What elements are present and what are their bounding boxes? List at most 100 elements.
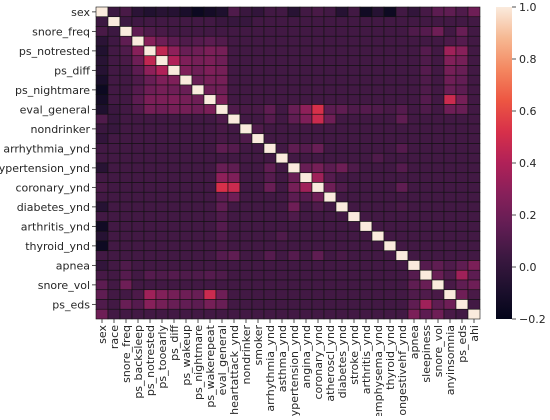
y-tick-label: ps_diff bbox=[54, 64, 90, 77]
heatmap-cell bbox=[383, 84, 397, 96]
heatmap-cell bbox=[131, 113, 145, 125]
heatmap-cell bbox=[227, 74, 241, 86]
heatmap-cell bbox=[383, 211, 397, 222]
heatmap-cell bbox=[407, 113, 421, 125]
heatmap-cell bbox=[455, 94, 469, 105]
heatmap-cell bbox=[179, 113, 193, 125]
heatmap-cell bbox=[263, 269, 277, 281]
heatmap-cell bbox=[119, 152, 133, 164]
heatmap-cell bbox=[287, 279, 301, 291]
heatmap-cell bbox=[203, 182, 217, 193]
heatmap-cell bbox=[407, 230, 421, 242]
heatmap-cell bbox=[383, 182, 397, 193]
heatmap-cell bbox=[359, 45, 373, 57]
heatmap-cell bbox=[443, 143, 457, 154]
x-tick-label: angina_ynd bbox=[300, 325, 313, 388]
heatmap-cell bbox=[323, 308, 337, 320]
heatmap-cell bbox=[335, 74, 349, 86]
heatmap-cell bbox=[335, 289, 349, 300]
heatmap-cell bbox=[119, 94, 133, 105]
heatmap-cell bbox=[179, 201, 193, 213]
x-tick-label: diabetes_ynd bbox=[336, 325, 349, 398]
heatmap-cell bbox=[227, 45, 241, 57]
heatmap-cell bbox=[311, 279, 325, 291]
heatmap-cell bbox=[179, 230, 193, 242]
heatmap-cell bbox=[107, 162, 121, 174]
heatmap-cell bbox=[359, 152, 373, 164]
heatmap-cell bbox=[443, 201, 457, 213]
heatmap-cell bbox=[359, 211, 373, 222]
heatmap-cell bbox=[335, 65, 349, 76]
heatmap-cell bbox=[119, 299, 133, 310]
heatmap-cell bbox=[143, 289, 157, 300]
heatmap-cell bbox=[371, 250, 385, 261]
heatmap-cell bbox=[371, 45, 385, 57]
heatmap-cell bbox=[455, 26, 469, 37]
heatmap-cell bbox=[371, 35, 385, 47]
heatmap-cell bbox=[407, 289, 421, 300]
heatmap-cell bbox=[407, 308, 421, 320]
heatmap-cell bbox=[335, 6, 349, 18]
heatmap-cell bbox=[323, 250, 337, 261]
heatmap-cell bbox=[167, 211, 181, 222]
heatmap-cell bbox=[167, 279, 181, 291]
heatmap-cell bbox=[143, 299, 157, 310]
heatmap-cell bbox=[359, 191, 373, 203]
heatmap-cell bbox=[311, 35, 325, 47]
heatmap-cell bbox=[431, 221, 445, 232]
heatmap-cell bbox=[263, 152, 277, 164]
heatmap-cell bbox=[335, 123, 349, 135]
heatmap-cell bbox=[311, 26, 325, 37]
heatmap-cell bbox=[167, 113, 181, 125]
colorbar-tick-label: 0.4 bbox=[519, 157, 537, 170]
heatmap-cell bbox=[371, 240, 385, 252]
heatmap-cell bbox=[443, 6, 457, 18]
heatmap-cell bbox=[239, 35, 253, 47]
heatmap-cell bbox=[215, 308, 229, 320]
heatmap-cell bbox=[239, 104, 253, 115]
heatmap-cell bbox=[131, 133, 145, 144]
heatmap-cell bbox=[419, 269, 433, 281]
heatmap-cell bbox=[167, 260, 181, 271]
heatmap-cell bbox=[275, 162, 289, 174]
heatmap-cell bbox=[95, 230, 109, 242]
heatmap-cell bbox=[191, 269, 205, 281]
heatmap-cell bbox=[215, 162, 229, 174]
heatmap-cell bbox=[263, 16, 277, 27]
heatmap-cell bbox=[143, 133, 157, 144]
heatmap-cell bbox=[443, 299, 457, 310]
heatmap-cell bbox=[359, 221, 373, 232]
heatmap-cell bbox=[167, 74, 181, 86]
heatmap-cell bbox=[467, 230, 481, 242]
heatmap-cell bbox=[443, 104, 457, 115]
heatmap-cell bbox=[203, 143, 217, 154]
heatmap-cell bbox=[443, 182, 457, 193]
heatmap-cell bbox=[263, 123, 277, 135]
heatmap-cell bbox=[215, 230, 229, 242]
heatmap-cell bbox=[395, 104, 409, 115]
heatmap-cell bbox=[455, 260, 469, 271]
heatmap-cell bbox=[395, 260, 409, 271]
heatmap-cell bbox=[227, 230, 241, 242]
heatmap-cell bbox=[371, 123, 385, 135]
heatmap-cell bbox=[131, 123, 145, 135]
heatmap-cell bbox=[335, 221, 349, 232]
heatmap-cell bbox=[179, 94, 193, 105]
heatmap-cell bbox=[359, 26, 373, 37]
heatmap-cell bbox=[215, 45, 229, 57]
heatmap-cell bbox=[311, 55, 325, 66]
heatmap-cell bbox=[431, 182, 445, 193]
heatmap-cell bbox=[215, 279, 229, 291]
heatmap-cell bbox=[275, 182, 289, 193]
heatmap-cell bbox=[431, 55, 445, 66]
heatmap-cell bbox=[251, 152, 265, 164]
heatmap-cell bbox=[167, 308, 181, 320]
heatmap-cell bbox=[311, 143, 325, 154]
heatmap-cell bbox=[239, 26, 253, 37]
heatmap-cell bbox=[107, 299, 121, 310]
heatmap-cell bbox=[431, 84, 445, 96]
heatmap-cell bbox=[251, 211, 265, 222]
heatmap-cell bbox=[311, 289, 325, 300]
heatmap-cell bbox=[251, 201, 265, 213]
